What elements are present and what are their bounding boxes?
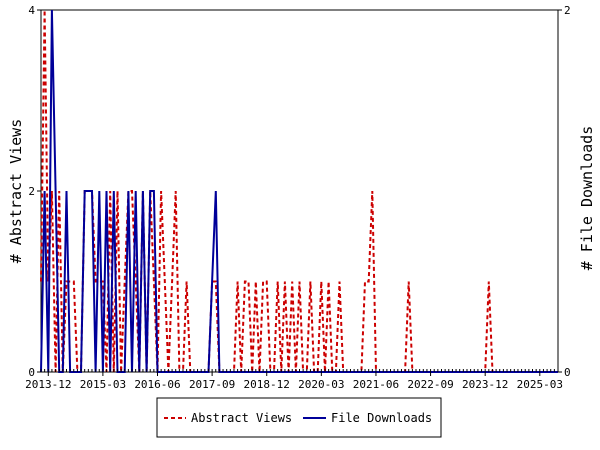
- x-tick-label: 2016-06: [134, 378, 180, 391]
- x-tick-label: 2025-03: [517, 378, 563, 391]
- y-left-tick-label: 4: [28, 4, 35, 17]
- x-tick-label: 2021-06: [353, 378, 399, 391]
- series-layer: [40, 9, 558, 373]
- legend-label-abstract-views: Abstract Views: [191, 411, 292, 425]
- x-tick-label: 2013-12: [25, 378, 71, 391]
- series-line-abstract-views: [40, 9, 558, 373]
- y-right-tick-label: 2: [564, 4, 571, 17]
- y-right-tick-label: 0: [564, 366, 571, 379]
- y-left-tick-label: 0: [28, 366, 35, 379]
- x-tick-label: 2017-09: [189, 378, 235, 391]
- legend-label-file-downloads: File Downloads: [331, 411, 432, 425]
- x-tick-label: 2022-09: [407, 378, 453, 391]
- y-left-tick-label: 2: [28, 185, 35, 198]
- x-tick-label: 2015-03: [80, 378, 126, 391]
- y-ticks-layer: 0 2 4 0 2: [28, 4, 570, 379]
- x-tick-label: 2023-12: [462, 378, 508, 391]
- legend-box: [156, 397, 442, 438]
- y-right-axis-title: # File Downloads: [578, 126, 596, 271]
- x-tick-label: 2018-12: [244, 378, 290, 391]
- x-tick-label: 2020-03: [298, 378, 344, 391]
- legend: Abstract Views File Downloads: [156, 397, 442, 438]
- series-line-file-downloads: [40, 9, 558, 373]
- plot-area: [40, 9, 559, 373]
- y-left-axis-title: # Abstract Views: [7, 119, 25, 264]
- x-ticks-layer: 2013-12 2015-03 2016-06 2017-09 2018-12 2020-…: [25, 369, 563, 391]
